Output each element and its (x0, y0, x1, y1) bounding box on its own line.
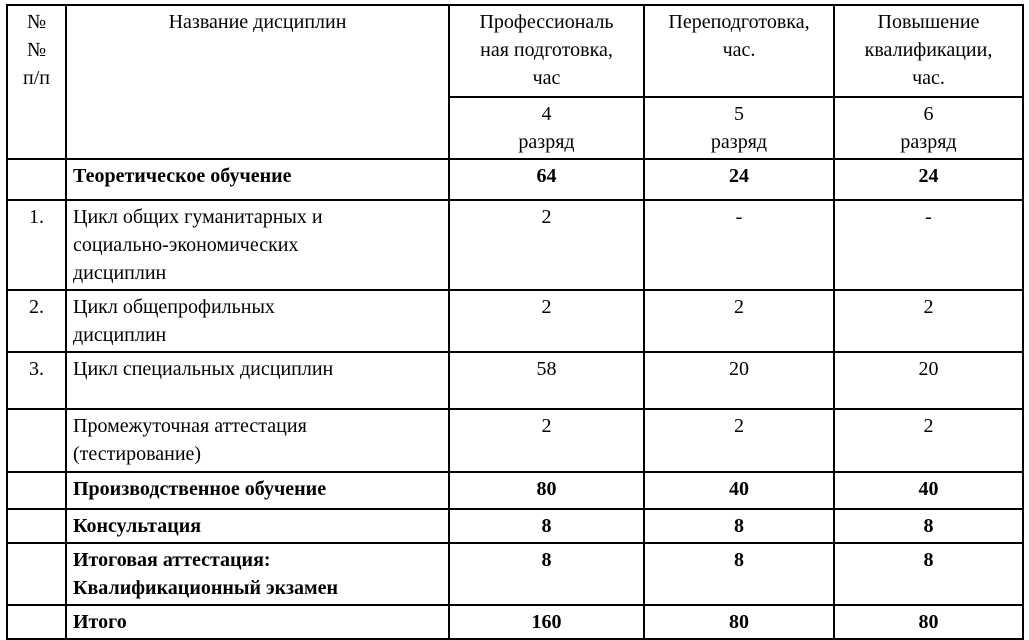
cell-row-number: 1. (6, 199, 67, 291)
cell-hours-grade4: 8 (448, 508, 645, 544)
cell-discipline-name: Итого (65, 604, 450, 640)
table-row-interim-assessment: Промежуточная аттестация (тестирование) … (6, 408, 1024, 473)
subheader-cell-grade-5: 5 разряд (643, 96, 835, 160)
cell-hours-grade4: 58 (448, 351, 645, 410)
cell-hours-grade4: 80 (448, 471, 645, 510)
cell-hours-grade6: 2 (833, 289, 1024, 353)
table-row-practical-training: Производственное обучение 80 40 40 (6, 471, 1024, 510)
header-cell-discipline-name: Название дисциплин (65, 4, 450, 160)
cell-hours-grade5: 40 (643, 471, 835, 510)
cell-row-number (6, 471, 67, 510)
header-cell-professional-training: Профессиональ ная подготовка, час (448, 4, 645, 98)
cell-row-number (6, 408, 67, 473)
table-row-consultation: Консультация 8 8 8 (6, 508, 1024, 544)
cell-hours-grade4: 2 (448, 289, 645, 353)
cell-hours-grade4: 64 (448, 158, 645, 201)
cell-hours-grade6: 24 (833, 158, 1024, 201)
subheader-cell-grade-6: 6 разряд (833, 96, 1024, 160)
cell-hours-grade4: 8 (448, 542, 645, 606)
table-row-humanities-cycle: 1. Цикл общих гуманитарных и социально-э… (6, 199, 1024, 291)
cell-hours-grade6: 8 (833, 508, 1024, 544)
cell-discipline-name: Цикл специальных дисциплин (65, 351, 450, 410)
cell-row-number: 2. (6, 289, 67, 353)
cell-hours-grade5: 2 (643, 289, 835, 353)
cell-hours-grade4: 2 (448, 199, 645, 291)
header-cell-retraining: Переподготовка, час. (643, 4, 835, 98)
cell-hours-grade5: 8 (643, 508, 835, 544)
cell-hours-grade6: 2 (833, 408, 1024, 473)
table-row-total: Итого 160 80 80 (6, 604, 1024, 640)
header-cell-qualification-upgrade: Повышение квалификации, час. (833, 4, 1024, 98)
cell-hours-grade5: 2 (643, 408, 835, 473)
cell-discipline-name: Теоретическое обучение (65, 158, 450, 201)
cell-discipline-name: Цикл общих гуманитарных и социально-экон… (65, 199, 450, 291)
cell-discipline-name: Промежуточная аттестация (тестирование) (65, 408, 450, 473)
cell-hours-grade5: 20 (643, 351, 835, 410)
table-row-special-cycle: 3. Цикл специальных дисциплин 58 20 20 (6, 351, 1024, 410)
document-page: № № п/п Название дисциплин Профессиональ… (6, 4, 1024, 640)
cell-hours-grade6: - (833, 199, 1024, 291)
cell-hours-grade5: 24 (643, 158, 835, 201)
table-row-theoretical-training: Теоретическое обучение 64 24 24 (6, 158, 1024, 201)
table-header: № № п/п Название дисциплин Профессиональ… (6, 4, 1024, 160)
table-row-general-profile-cycle: 2. Цикл общепрофильных дисциплин 2 2 2 (6, 289, 1024, 353)
cell-hours-grade4: 160 (448, 604, 645, 640)
cell-discipline-name: Цикл общепрофильных дисциплин (65, 289, 450, 353)
cell-hours-grade6: 20 (833, 351, 1024, 410)
cell-row-number: 3. (6, 351, 67, 410)
cell-row-number (6, 158, 67, 201)
cell-hours-grade5: 80 (643, 604, 835, 640)
subheader-cell-grade-4: 4 разряд (448, 96, 645, 160)
table-row-final-assessment: Итоговая аттестация: Квалификационный эк… (6, 542, 1024, 606)
cell-hours-grade5: - (643, 199, 835, 291)
cell-discipline-name: Итоговая аттестация: Квалификационный эк… (65, 542, 450, 606)
cell-hours-grade6: 80 (833, 604, 1024, 640)
cell-row-number (6, 604, 67, 640)
cell-discipline-name: Производственное обучение (65, 471, 450, 510)
cell-hours-grade6: 8 (833, 542, 1024, 606)
cell-row-number (6, 508, 67, 544)
curriculum-table: № № п/п Название дисциплин Профессиональ… (6, 4, 1024, 640)
cell-hours-grade4: 2 (448, 408, 645, 473)
cell-discipline-name: Консультация (65, 508, 450, 544)
table-body: Теоретическое обучение 64 24 24 1. Цикл … (6, 158, 1024, 640)
cell-hours-grade6: 40 (833, 471, 1024, 510)
cell-hours-grade5: 8 (643, 542, 835, 606)
cell-row-number (6, 542, 67, 606)
header-cell-row-number: № № п/п (6, 4, 67, 160)
